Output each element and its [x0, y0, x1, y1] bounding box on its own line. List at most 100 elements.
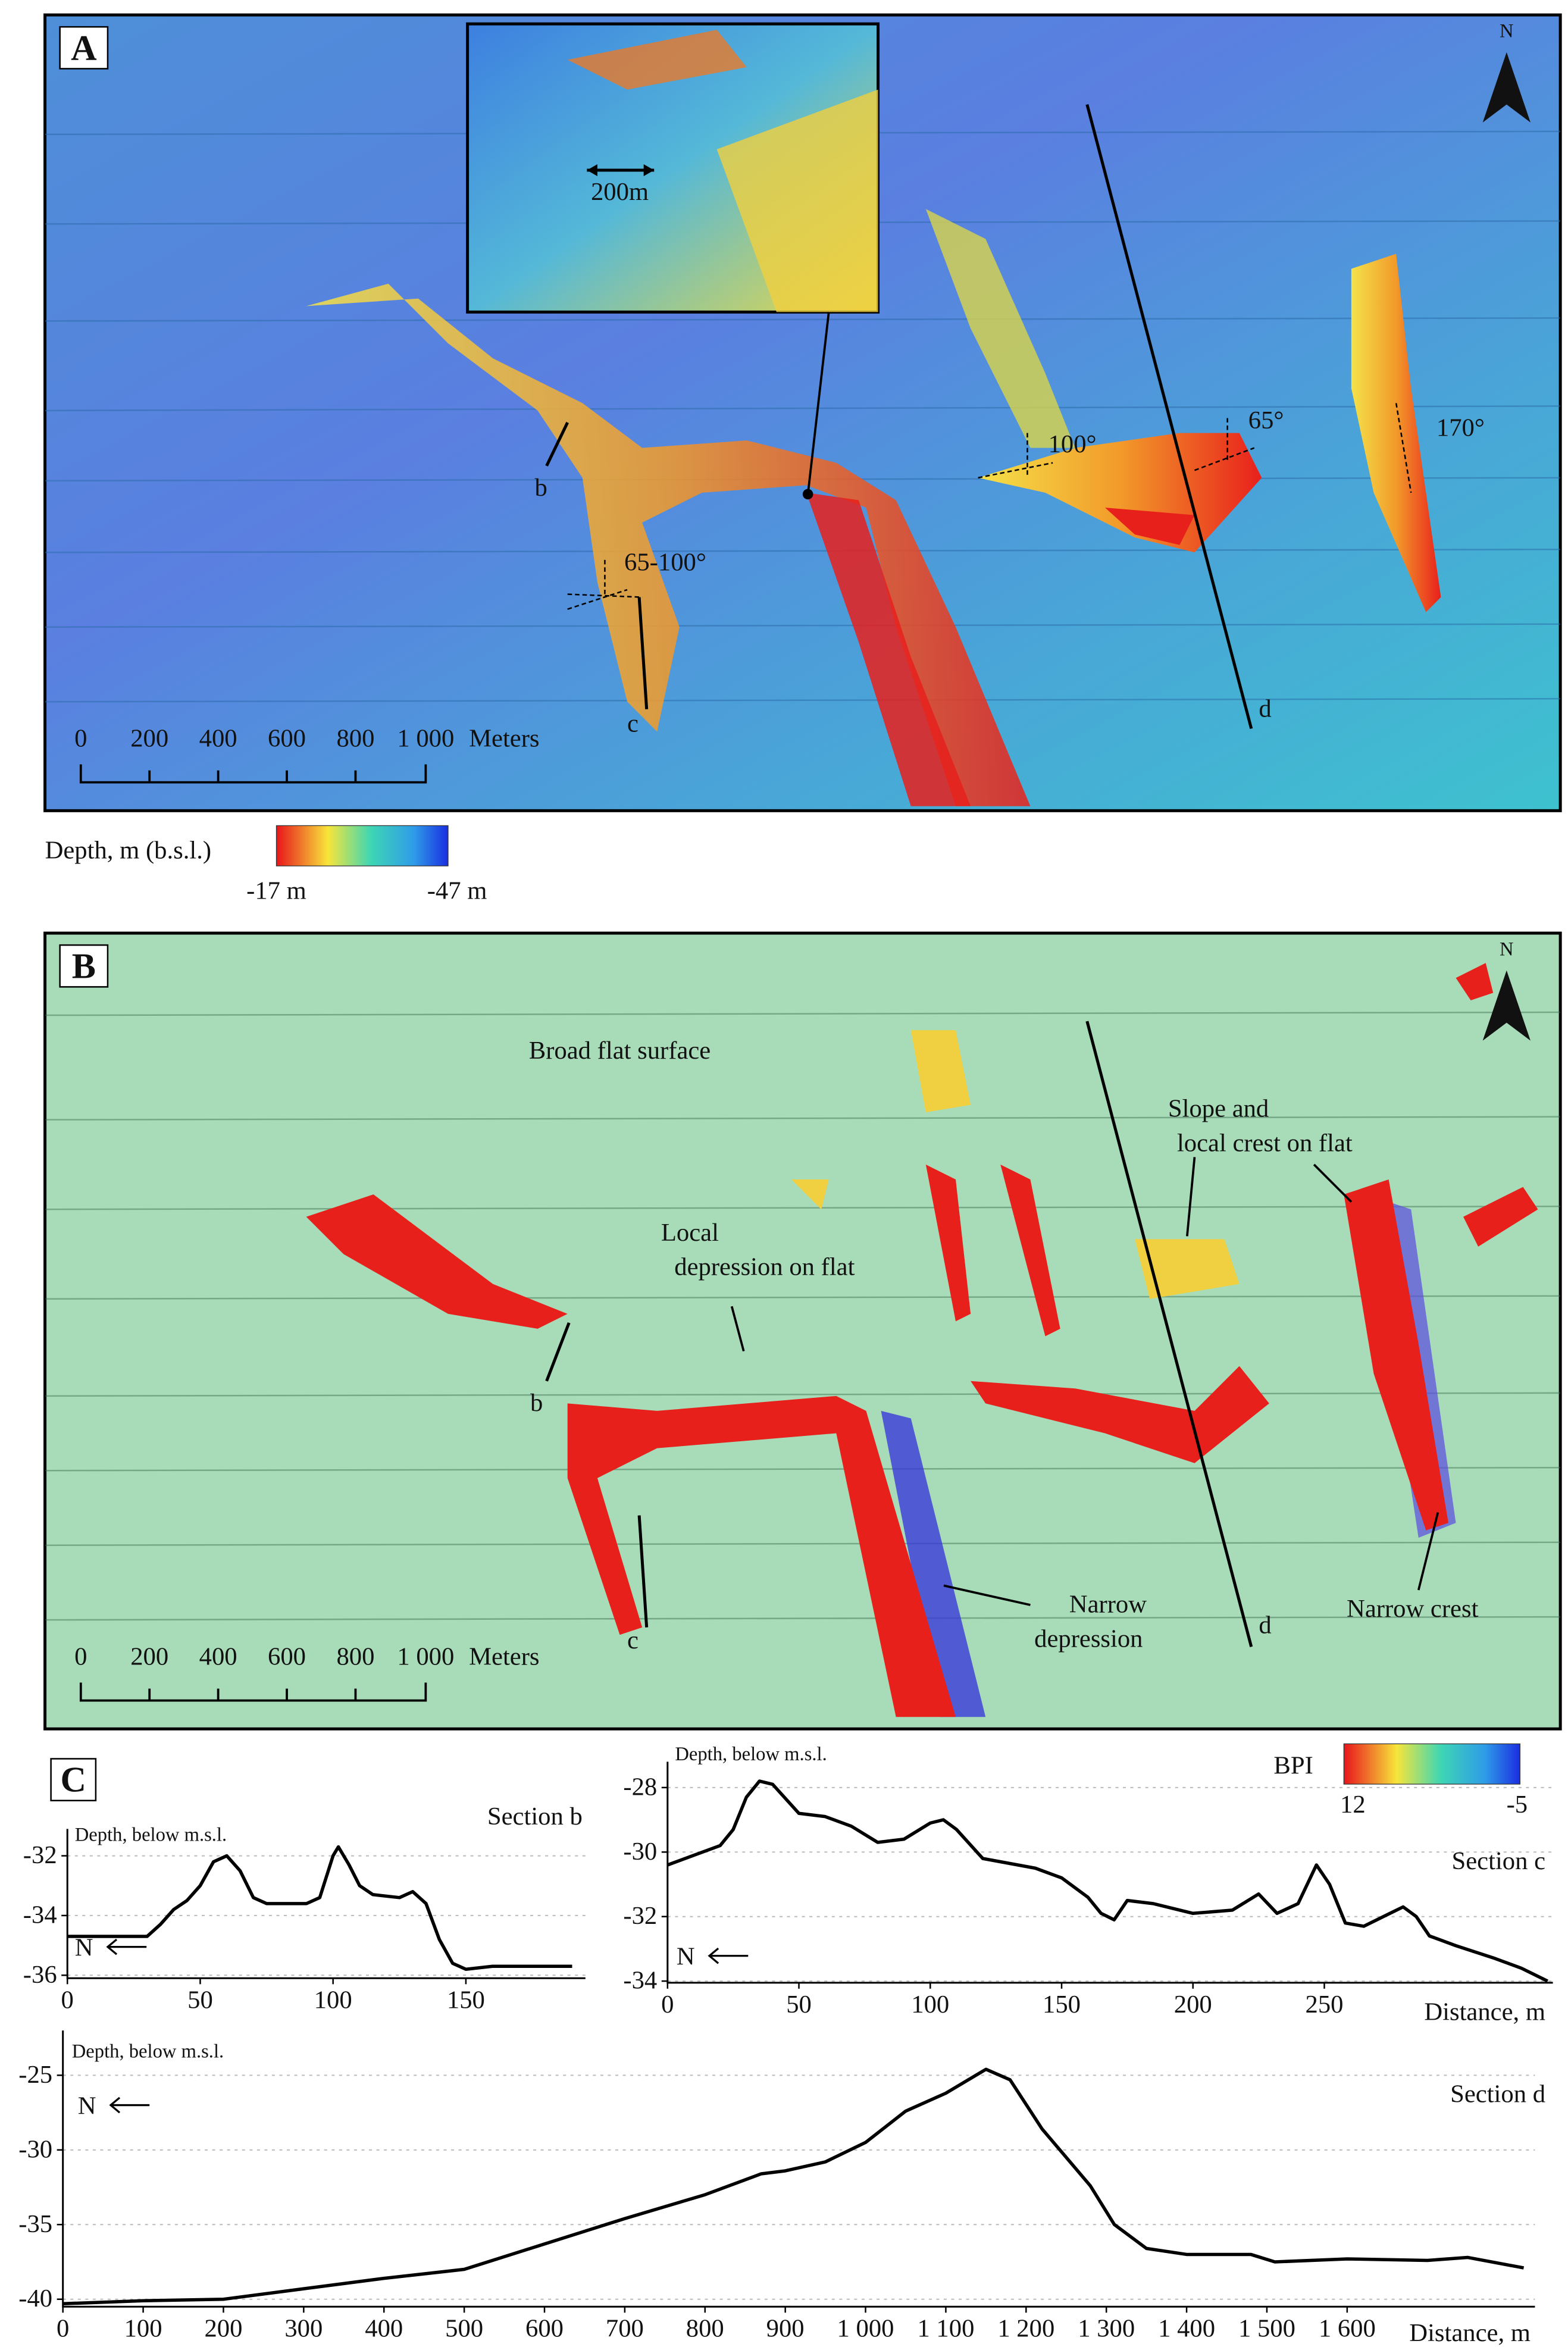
scale-label: 0 — [74, 724, 87, 752]
angle-label: 65-100° — [624, 548, 706, 576]
section-label: c — [627, 709, 639, 737]
angle-label: 65° — [1248, 406, 1284, 434]
depth-legend: Depth, m (b.s.l.) -17 m -47 m — [45, 825, 487, 905]
scale-label: 1 000 — [397, 724, 454, 752]
scale-label: 0 — [74, 1642, 87, 1670]
inset-pointer-dot — [802, 489, 813, 500]
scale-ruler — [79, 1682, 427, 1702]
x-tick-label: 0 — [61, 1986, 74, 2014]
chart-title: Section b — [487, 1803, 583, 1830]
scale-label: 600 — [268, 1642, 306, 1670]
section-label: b — [535, 474, 547, 502]
profile-line — [666, 1779, 1548, 1983]
scale-label: 400 — [199, 724, 237, 752]
axes — [66, 1829, 586, 1979]
y-tick-label: -35 — [18, 2210, 52, 2238]
scale-label: 200 — [130, 724, 168, 752]
direction-label: N — [677, 1943, 695, 1971]
x-tick-label: 150 — [1043, 1991, 1081, 2019]
x-tick-label: 100 — [124, 2314, 162, 2342]
x-tick-label: 600 — [525, 2314, 564, 2342]
y-axis-label: Depth, below m.s.l. — [72, 2041, 224, 2062]
inset-ridge — [716, 89, 878, 312]
y-axis-label: Depth, below m.s.l. — [75, 1824, 227, 1845]
annotation-arrows — [730, 1157, 1439, 1606]
section-label: b — [530, 1389, 543, 1417]
scale-label: 200 — [130, 1642, 168, 1670]
legend-min: -17 m — [246, 877, 306, 905]
y-axis-label: Depth, below m.s.l. — [675, 1744, 827, 1765]
x-tick-label: 0 — [661, 1991, 674, 2019]
chart-title: Section d — [1450, 2080, 1545, 2108]
y-tick-label: -32 — [23, 1841, 57, 1869]
direction-arrow — [106, 1938, 147, 1955]
north-label: N — [1500, 939, 1514, 960]
bpi-map — [43, 931, 1562, 1730]
panel-label-box — [50, 1758, 97, 1801]
y-tick-label: -28 — [623, 1773, 657, 1801]
axes — [666, 1761, 1553, 1984]
x-tick-label: 1 600 — [1319, 2314, 1376, 2342]
axes — [62, 2030, 1535, 2308]
panel-label: A — [71, 28, 97, 68]
scale-label: 800 — [336, 1642, 374, 1670]
y-tick-label: -34 — [23, 1901, 57, 1929]
panel-label: C — [61, 1760, 86, 1800]
scale-label: 400 — [199, 1642, 237, 1670]
annotation: depression on flat — [674, 1253, 855, 1281]
scale-label: 600 — [268, 724, 306, 752]
x-tick-label: 50 — [187, 1986, 213, 2014]
bpi-ridges — [306, 963, 1538, 1717]
x-tick-label: 200 — [1174, 1991, 1212, 2019]
y-tick-label: -32 — [623, 1902, 657, 1930]
bpi-min: -5 — [1507, 1791, 1528, 1819]
legend-max: -47 m — [427, 877, 487, 905]
scale-bar: 0 200 400 600 800 1 000 Meters — [74, 1642, 540, 1702]
angle-label: 170° — [1436, 414, 1485, 442]
scale-label: 800 — [336, 724, 374, 752]
section-lines — [545, 1021, 1253, 1647]
north-arrow — [1482, 52, 1531, 123]
north-label: N — [1500, 21, 1514, 42]
x-tick-label: 150 — [447, 1986, 485, 2014]
y-tick-label: -40 — [18, 2285, 52, 2312]
y-tick-label: -30 — [18, 2135, 52, 2163]
x-tick-label: 1 100 — [917, 2314, 974, 2342]
scale-bar: 0 200 400 600 800 1 000 Meters — [74, 724, 540, 784]
inset-scale-label: 200m — [591, 178, 649, 206]
survey-lines — [45, 1011, 1561, 1621]
annotation: depression — [1034, 1625, 1143, 1653]
x-tick-label: 700 — [606, 2314, 644, 2342]
x-axis-label: Distance, m — [1409, 2319, 1531, 2347]
x-tick-label: 500 — [445, 2314, 483, 2342]
x-tick-label: 100 — [911, 1991, 949, 2019]
section-label: c — [627, 1626, 639, 1654]
scale-label: 1 000 — [397, 1642, 454, 1670]
inset-pointer — [806, 312, 830, 495]
y-tick-label: -36 — [23, 1961, 57, 1989]
annotation: local crest on flat — [1177, 1129, 1353, 1157]
panel-a: 200m A 65-100° 100° 65° 170° b c d N 0 2… — [43, 13, 1562, 812]
y-tick-label: -30 — [623, 1838, 657, 1866]
profile-line — [67, 1845, 572, 1972]
inset-ridge — [567, 30, 747, 90]
x-tick-label: 300 — [284, 2314, 323, 2342]
x-tick-label: 100 — [314, 1986, 352, 2014]
annotation: Narrow — [1069, 1591, 1147, 1619]
north-arrow — [1482, 970, 1531, 1041]
direction-arrow — [109, 2096, 150, 2114]
section-label: d — [1259, 1611, 1271, 1639]
chart-title: Section c — [1452, 1847, 1546, 1875]
x-tick-label: 1 500 — [1238, 2314, 1295, 2342]
annotation: Slope and — [1168, 1095, 1269, 1123]
section-label: d — [1259, 694, 1271, 722]
annotation: Narrow crest — [1347, 1595, 1479, 1623]
x-tick-label: 1 300 — [1078, 2314, 1135, 2342]
annotation: Local — [661, 1219, 719, 1247]
direction-label: N — [75, 1934, 93, 1962]
profile-line — [62, 2067, 1525, 2305]
x-tick-label: 1 200 — [997, 2314, 1054, 2342]
x-axis-label: Distance, m — [1424, 1998, 1545, 2026]
colorbar — [1343, 1743, 1521, 1785]
colorbar — [276, 825, 449, 866]
